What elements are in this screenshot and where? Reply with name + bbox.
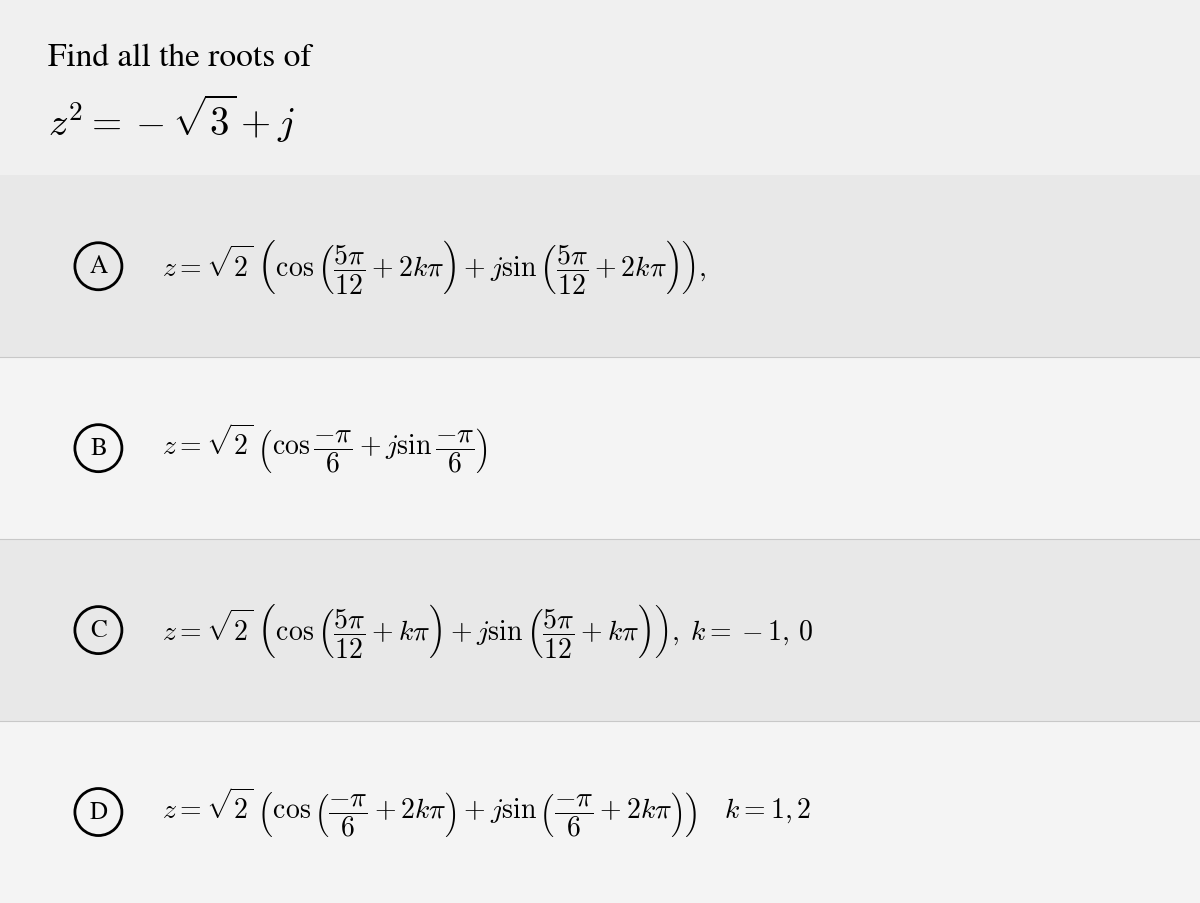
Text: Find all the roots of: Find all the roots of bbox=[48, 44, 312, 73]
FancyBboxPatch shape bbox=[0, 176, 1200, 358]
FancyBboxPatch shape bbox=[0, 540, 1200, 721]
Text: B: B bbox=[90, 437, 107, 461]
Text: $z=\sqrt{2}\;\left(\cos\left(\dfrac{5\pi}{12}+k\pi\right)+j\sin\left(\dfrac{5\pi: $z=\sqrt{2}\;\left(\cos\left(\dfrac{5\pi… bbox=[162, 601, 812, 659]
FancyBboxPatch shape bbox=[0, 721, 1200, 903]
Text: $z=\sqrt{2}\;\left(\cos\left(\dfrac{5\pi}{12}+2k\pi\right)+j\sin\left(\dfrac{5\p: $z=\sqrt{2}\;\left(\cos\left(\dfrac{5\pi… bbox=[162, 238, 707, 296]
Text: $z=\sqrt{2}\;\left(\cos\left(\dfrac{-\pi}{6}+2k\pi\right)+j\sin\left(\dfrac{-\pi: $z=\sqrt{2}\;\left(\cos\left(\dfrac{-\pi… bbox=[162, 785, 811, 839]
Text: $z=\sqrt{2}\;\left(\cos\dfrac{-\pi}{6}+j\sin\dfrac{-\pi}{6}\right)$: $z=\sqrt{2}\;\left(\cos\dfrac{-\pi}{6}+j… bbox=[162, 422, 488, 476]
Text: C: C bbox=[90, 619, 107, 642]
FancyBboxPatch shape bbox=[0, 358, 1200, 540]
Text: $z^2=-\sqrt{3}+j$: $z^2=-\sqrt{3}+j$ bbox=[48, 93, 295, 145]
Text: A: A bbox=[89, 255, 108, 279]
Text: D: D bbox=[90, 800, 108, 824]
FancyBboxPatch shape bbox=[0, 0, 1200, 176]
